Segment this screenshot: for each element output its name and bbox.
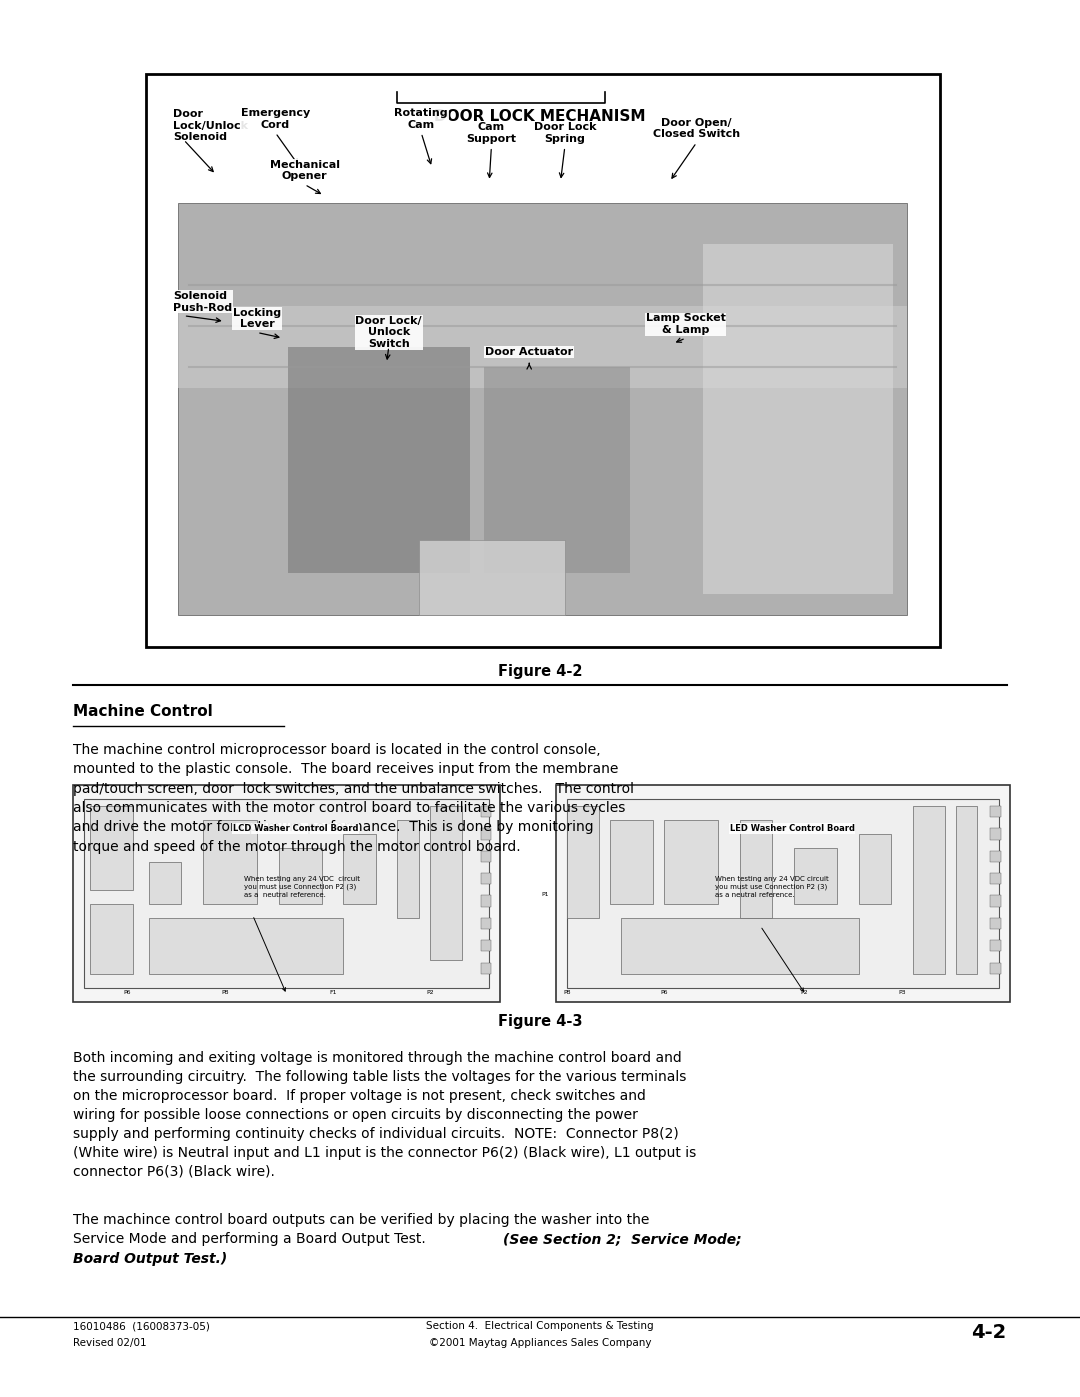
Bar [956, 806, 977, 974]
Text: P2: P2 [800, 989, 809, 995]
Bar [913, 806, 945, 974]
Text: Door Actuator: Door Actuator [485, 346, 573, 358]
Bar [73, 785, 500, 1002]
Bar [990, 873, 1001, 884]
Bar [178, 203, 907, 615]
Text: Rotating
Cam: Rotating Cam [394, 108, 448, 130]
Text: torque and speed of the motor through the motor control board.: torque and speed of the motor through th… [73, 840, 521, 854]
Bar [990, 851, 1001, 862]
Text: F1: F1 [329, 989, 336, 995]
Bar [556, 785, 1010, 1002]
Bar [481, 940, 491, 951]
Text: supply and performing continuity checks of individual circuits.  NOTE:  Connecto: supply and performing continuity checks … [73, 1126, 679, 1140]
Text: pad/touch screen, door  lock switches, and the unbalance switches.   The control: pad/touch screen, door lock switches, an… [73, 782, 634, 796]
Text: Door Open/
Closed Switch: Door Open/ Closed Switch [653, 117, 740, 140]
Bar [990, 940, 1001, 951]
Text: ©2001 Maytag Appliances Sales Company: ©2001 Maytag Appliances Sales Company [429, 1338, 651, 1348]
Text: the surrounding circuitry.  The following table lists the voltages for the vario: the surrounding circuitry. The following… [73, 1070, 687, 1084]
Text: Mechanical
Opener: Mechanical Opener [270, 159, 339, 182]
Text: Figure 4-3: Figure 4-3 [498, 1014, 582, 1030]
Bar [178, 306, 907, 388]
Bar [481, 963, 491, 974]
Text: Board Output Test.): Board Output Test.) [73, 1252, 228, 1266]
Text: Cam
Support: Cam Support [467, 122, 516, 144]
Text: P6: P6 [124, 989, 131, 995]
Text: P6: P6 [661, 989, 667, 995]
Bar [990, 895, 1001, 907]
Text: Figure 4-2: Figure 4-2 [498, 664, 582, 679]
Text: Revised 02/01: Revised 02/01 [73, 1338, 147, 1348]
Bar [990, 918, 1001, 929]
Text: Lamp Socket
& Lamp: Lamp Socket & Lamp [646, 313, 726, 335]
Bar [481, 873, 491, 884]
Bar [419, 541, 565, 615]
Text: When testing any 24 VDC circuit
you must use Connection P2 (3)
as a neutral refe: When testing any 24 VDC circuit you must… [715, 876, 828, 897]
Bar [484, 367, 631, 573]
Bar [430, 806, 462, 960]
Text: The machince control board outputs can be verified by placing the washer into th: The machince control board outputs can b… [73, 1213, 650, 1227]
Text: P1: P1 [542, 891, 549, 897]
Text: P3: P3 [897, 989, 906, 995]
Text: 16010486  (16008373-05): 16010486 (16008373-05) [73, 1322, 211, 1331]
Bar [990, 828, 1001, 840]
Bar [567, 806, 599, 918]
Bar [664, 820, 718, 904]
Bar [90, 806, 133, 890]
Bar [481, 918, 491, 929]
Bar [621, 918, 859, 974]
Text: P8: P8 [221, 989, 228, 995]
Text: Emergency
Cord: Emergency Cord [241, 108, 310, 130]
Bar [740, 820, 772, 918]
Text: 4-2: 4-2 [971, 1323, 1007, 1343]
Text: P8: P8 [564, 989, 570, 995]
Bar [794, 848, 837, 904]
Bar [481, 851, 491, 862]
Text: P2: P2 [426, 989, 434, 995]
Text: wiring for possible loose connections or open circuits by disconnecting the powe: wiring for possible loose connections or… [73, 1108, 638, 1122]
Bar [397, 820, 419, 918]
Bar [481, 828, 491, 840]
Text: Both incoming and exiting voltage is monitored through the machine control board: Both incoming and exiting voltage is mon… [73, 1051, 683, 1065]
Text: on the microprocessor board.  If proper voltage is not present, check switches a: on the microprocessor board. If proper v… [73, 1088, 646, 1102]
Text: connector P6(3) (Black wire).: connector P6(3) (Black wire). [73, 1165, 275, 1179]
Bar [90, 904, 133, 974]
Text: Service Mode and performing a Board Output Test.: Service Mode and performing a Board Outp… [73, 1232, 431, 1246]
Text: (White wire) is Neutral input and L1 input is the connector P6(2) (Black wire), : (White wire) is Neutral input and L1 inp… [73, 1146, 697, 1160]
Bar [703, 243, 892, 594]
Bar [567, 799, 999, 988]
Bar [203, 820, 257, 904]
Text: Solenoid
Push-Rod: Solenoid Push-Rod [173, 291, 232, 313]
Bar [146, 74, 940, 647]
Text: and drive the motor for optimum performance.  This is done by monitoring: and drive the motor for optimum performa… [73, 820, 594, 834]
Text: Door
Lock/Unlock
Solenoid: Door Lock/Unlock Solenoid [173, 109, 247, 142]
Text: (See Section 2;  Service Mode;: (See Section 2; Service Mode; [503, 1232, 742, 1246]
Bar [481, 806, 491, 817]
Text: Machine Control: Machine Control [73, 704, 213, 719]
Bar [481, 895, 491, 907]
Text: Section 4.  Electrical Components & Testing: Section 4. Electrical Components & Testi… [427, 1322, 653, 1331]
Bar [990, 806, 1001, 817]
Bar [859, 834, 891, 904]
Text: also communicates with the motor control board to facilitate the various cycles: also communicates with the motor control… [73, 800, 625, 814]
Bar [287, 346, 470, 573]
Bar [279, 848, 322, 904]
Text: Door Lock/
Unlock
Switch: Door Lock/ Unlock Switch [355, 316, 422, 349]
Text: DOOR LOCK MECHANISM: DOOR LOCK MECHANISM [434, 109, 646, 124]
Bar [149, 862, 181, 904]
Text: When testing any 24 VDC  circuit
you must use Connection P2 (3)
as a  neutral re: When testing any 24 VDC circuit you must… [244, 876, 360, 897]
Bar [610, 820, 653, 904]
Text: mounted to the plastic console.  The board receives input from the membrane: mounted to the plastic console. The boar… [73, 763, 619, 777]
Bar [343, 834, 376, 904]
Bar [149, 918, 343, 974]
Bar [990, 963, 1001, 974]
Text: Door Lock
Spring: Door Lock Spring [534, 122, 596, 144]
Text: LCD Washer Control Board: LCD Washer Control Board [232, 824, 359, 833]
Bar [84, 799, 489, 988]
Text: LED Washer Control Board: LED Washer Control Board [730, 824, 854, 833]
Text: The machine control microprocessor board is located in the control console,: The machine control microprocessor board… [73, 743, 602, 757]
Text: Locking
Lever: Locking Lever [233, 307, 281, 330]
